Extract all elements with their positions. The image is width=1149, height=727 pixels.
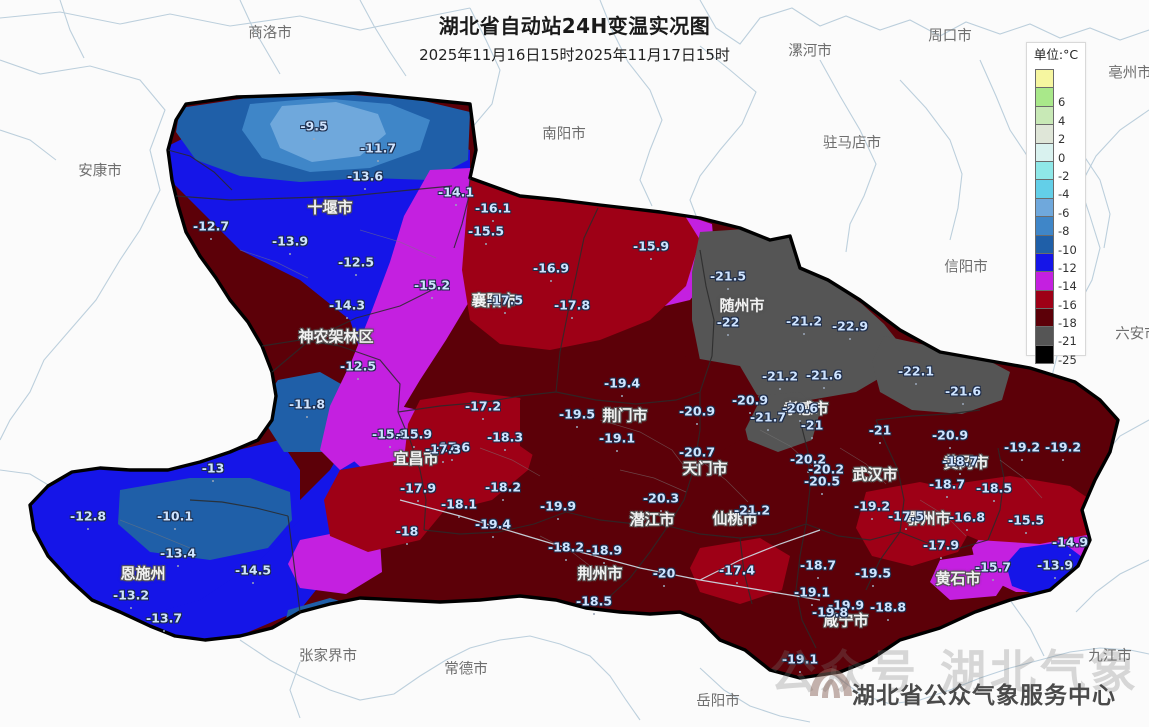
legend-band: -16 xyxy=(1035,289,1077,310)
legend-tick-label: -21 xyxy=(1058,334,1077,349)
legend-band: -12 xyxy=(1035,252,1077,273)
legend-tick-label: -16 xyxy=(1058,297,1077,312)
legend-tick-label: -18 xyxy=(1058,316,1077,331)
legend-band: -18 xyxy=(1035,308,1077,329)
legend-band: 2 xyxy=(1035,124,1065,145)
legend-band: 6 xyxy=(1035,87,1065,108)
legend-band: -6 xyxy=(1035,197,1069,218)
legend-tick-label: -12 xyxy=(1058,260,1077,275)
province-outline xyxy=(28,91,1120,680)
legend-tick-label: 0 xyxy=(1058,150,1066,165)
legend-band: -25 xyxy=(1035,344,1077,365)
legend-band: -4 xyxy=(1035,179,1069,200)
legend-tick-label: -10 xyxy=(1058,242,1077,257)
legend-tick-label: -14 xyxy=(1058,279,1077,294)
prefecture-borders xyxy=(167,149,1005,649)
legend-tick-label: -25 xyxy=(1058,352,1077,367)
legend-tick-label: 2 xyxy=(1058,132,1066,147)
county-borders xyxy=(119,229,1043,573)
legend-tick-label: -4 xyxy=(1058,187,1070,202)
legend-band: -8 xyxy=(1035,216,1069,237)
legend-tick-label: -2 xyxy=(1058,168,1070,183)
legend-band: 4 xyxy=(1035,105,1065,126)
legend-band: -10 xyxy=(1035,234,1077,255)
legend-tick-label: -8 xyxy=(1058,224,1070,239)
legend-band: 0 xyxy=(1035,142,1065,163)
legend-tick-label: -6 xyxy=(1058,205,1070,220)
legend-band xyxy=(1035,69,1054,88)
legend-band: -21 xyxy=(1035,326,1077,347)
legend-unit-label: 单位:°C xyxy=(1033,47,1079,62)
legend-color-bar: 6 4 2 0 -2 -4 -6 -8 -10 -12 -14 -16 -18 -21 -25 xyxy=(1035,69,1077,365)
river-lines xyxy=(399,499,821,601)
legend-band: -14 xyxy=(1035,271,1077,292)
legend-tick-label: 6 xyxy=(1058,95,1066,110)
legend-band: -2 xyxy=(1035,160,1069,181)
legend-tick-label: 4 xyxy=(1058,113,1066,128)
color-legend: 单位:°C 6 4 2 0 -2 -4 -6 -8 -10 -12 -14 -16 -18 -21 -25 xyxy=(1026,42,1086,365)
